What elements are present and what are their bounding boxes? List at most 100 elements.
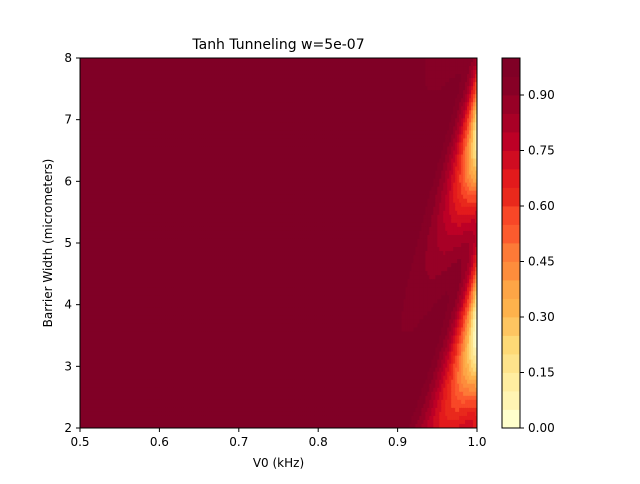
contour-cell xyxy=(425,70,428,75)
contour-cell xyxy=(338,58,341,63)
contour-cell xyxy=(226,58,230,63)
contour-cell xyxy=(133,62,137,67)
contour-cell xyxy=(99,74,103,79)
contour-cell xyxy=(197,62,200,67)
contour-cell xyxy=(171,66,174,71)
contour-cell xyxy=(369,62,373,67)
contour-cell xyxy=(203,66,206,71)
contour-cell xyxy=(155,58,159,63)
contour-cell xyxy=(236,66,240,71)
contour-cell xyxy=(214,58,218,63)
contour-cell xyxy=(191,62,194,67)
contour-cell xyxy=(304,58,307,63)
contour-cell xyxy=(123,70,127,75)
contour-cell xyxy=(220,62,224,67)
contour-cell xyxy=(431,58,434,63)
contour-cell xyxy=(250,58,254,63)
contour-cell xyxy=(373,74,377,79)
contour-cell xyxy=(401,74,405,79)
contour-cell xyxy=(312,74,315,79)
contour-cell xyxy=(183,62,186,67)
contour-cell xyxy=(80,66,83,71)
contour-cell xyxy=(83,62,87,67)
contour-cell xyxy=(189,62,192,67)
contour-cell xyxy=(401,58,405,63)
contour-cell xyxy=(421,74,424,79)
contour-cell xyxy=(145,66,149,71)
contour-cell xyxy=(345,62,349,67)
contour-cell xyxy=(195,70,198,75)
contour-cell xyxy=(316,66,319,71)
contour-cell xyxy=(431,62,434,67)
contour-cell xyxy=(310,66,313,71)
contour-cell xyxy=(254,58,258,63)
contour-cell xyxy=(232,70,236,75)
contour-cell xyxy=(353,70,357,75)
contour-cell xyxy=(336,58,339,63)
contour-cell xyxy=(312,62,315,67)
contour-cell xyxy=(139,66,143,71)
contour-cell xyxy=(429,70,432,75)
contour-cell xyxy=(189,58,192,63)
contour-cell xyxy=(129,66,133,71)
contour-cell xyxy=(264,74,268,79)
contour-cell xyxy=(181,62,184,67)
contour-cell xyxy=(165,66,168,71)
contour-cell xyxy=(298,58,301,63)
contour-cell xyxy=(97,78,101,83)
contour-cell xyxy=(185,58,188,63)
contour-cell xyxy=(433,58,436,63)
contour-cell xyxy=(222,66,226,71)
contour-cell xyxy=(125,62,129,67)
contour-cell xyxy=(447,66,450,71)
contour-cell xyxy=(471,58,474,63)
contour-cell xyxy=(266,74,270,79)
contour-cell xyxy=(262,66,266,71)
contour-cell xyxy=(395,58,399,63)
contour-cell xyxy=(252,58,256,63)
contour-cell xyxy=(292,74,295,79)
contour-cell xyxy=(288,66,292,71)
contour-cell xyxy=(157,66,160,71)
contour-cell xyxy=(300,70,303,75)
contour-cell xyxy=(141,74,145,79)
contour-cell xyxy=(461,62,464,67)
contour-cell xyxy=(268,70,272,75)
contour-cell xyxy=(258,62,262,67)
contour-cell xyxy=(173,66,176,71)
contour-cell xyxy=(153,70,157,75)
contour-cell xyxy=(155,62,159,67)
contour-cell xyxy=(467,70,470,75)
contour-cell xyxy=(189,74,192,79)
contour-cell xyxy=(169,58,172,63)
contour-cell xyxy=(457,62,460,67)
contour-cell xyxy=(179,66,182,71)
contour-cell xyxy=(345,74,349,79)
contour-cell xyxy=(387,74,391,79)
contour-cell xyxy=(320,62,323,67)
contour-cell xyxy=(351,62,355,67)
contour-cell xyxy=(175,66,178,71)
contour-cell xyxy=(111,62,115,67)
contour-cell xyxy=(316,74,319,79)
contour-cell xyxy=(447,58,450,63)
contour-cell xyxy=(171,74,174,79)
contour-cell xyxy=(385,70,389,75)
contour-cell xyxy=(457,66,460,71)
contour-cell xyxy=(167,74,170,79)
contour-cell xyxy=(127,78,131,83)
contour-cell xyxy=(465,62,468,67)
contour-cell xyxy=(105,78,109,83)
contour-cell xyxy=(268,74,272,79)
contour-cell xyxy=(389,74,393,79)
contour-cell xyxy=(236,70,240,75)
contour-cell xyxy=(205,62,208,67)
contour-cell xyxy=(107,70,111,75)
plot-area xyxy=(80,58,477,428)
contour-cell xyxy=(165,62,168,67)
contour-cell xyxy=(185,62,188,67)
contour-cell xyxy=(153,58,157,63)
contour-cell xyxy=(471,70,474,75)
contour-cell xyxy=(316,58,319,63)
contour-cell xyxy=(203,70,206,75)
